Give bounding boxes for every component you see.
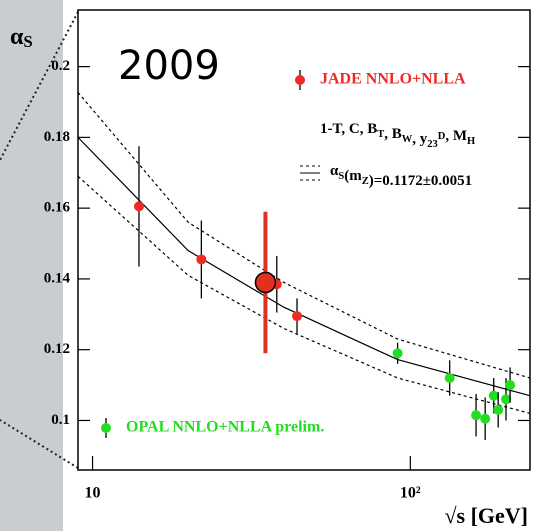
data-point bbox=[444, 373, 455, 383]
y-tick-label: 0.14 bbox=[44, 270, 71, 286]
legend-marker bbox=[101, 423, 111, 433]
text-part: (m bbox=[344, 168, 362, 184]
legend-label: JADE NNLO+NLLA bbox=[320, 71, 466, 88]
subscript: T bbox=[377, 129, 384, 140]
x-axis-label: √s [GeV] bbox=[444, 503, 528, 528]
text-part: )=0.1172±0.0051 bbox=[369, 173, 472, 189]
subscript: H bbox=[467, 136, 475, 147]
text-part: , B bbox=[384, 126, 402, 142]
y-tick-label: 0.1 bbox=[51, 412, 70, 428]
plot-frame bbox=[77, 9, 531, 471]
data-point bbox=[392, 348, 403, 359]
data-point bbox=[133, 201, 144, 212]
x-tick-label: 10² bbox=[400, 485, 421, 502]
y-tick-label: 0.12 bbox=[44, 341, 70, 357]
subscript: S bbox=[338, 171, 344, 182]
highlight-point bbox=[254, 271, 277, 294]
subscript: 23 bbox=[427, 139, 438, 150]
data-point bbox=[505, 380, 516, 391]
legend-label: OPAL NNLO+NLLA prelim. bbox=[126, 419, 324, 436]
y-tick-label: 0.18 bbox=[44, 129, 70, 145]
subscript: Z bbox=[362, 176, 369, 187]
text-part: , M bbox=[445, 128, 467, 144]
observables-label: 1-T, C, BT, BW, y23D, MH bbox=[320, 121, 475, 150]
x-tick-label: 10 bbox=[85, 485, 101, 502]
y-axis-label: αS bbox=[10, 24, 33, 51]
data-point bbox=[471, 410, 482, 421]
text-part: , y bbox=[412, 131, 428, 147]
fit-label: αS(mZ)=0.1172±0.0051 bbox=[330, 163, 472, 189]
data-point bbox=[196, 254, 207, 265]
data-point bbox=[480, 413, 491, 424]
data-point bbox=[493, 404, 504, 415]
y-tick-label: 0.2 bbox=[51, 58, 70, 74]
superscript: D bbox=[438, 131, 446, 142]
fit-curve bbox=[77, 175, 531, 414]
data-point bbox=[292, 311, 303, 322]
text-part: 1-T, C, B bbox=[320, 121, 377, 137]
subscript: S bbox=[23, 32, 32, 51]
fit-curve bbox=[77, 92, 531, 379]
y-tick-label: 0.16 bbox=[44, 200, 71, 216]
data-point bbox=[500, 394, 511, 405]
subscript: W bbox=[402, 134, 413, 145]
legend-marker bbox=[295, 75, 305, 85]
data-point bbox=[488, 390, 499, 401]
text-part: α bbox=[10, 24, 24, 50]
year-label: 2009 bbox=[118, 43, 220, 89]
fit-curve bbox=[77, 136, 531, 397]
text-part: α bbox=[330, 163, 339, 179]
zoom-line bbox=[0, 419, 79, 469]
